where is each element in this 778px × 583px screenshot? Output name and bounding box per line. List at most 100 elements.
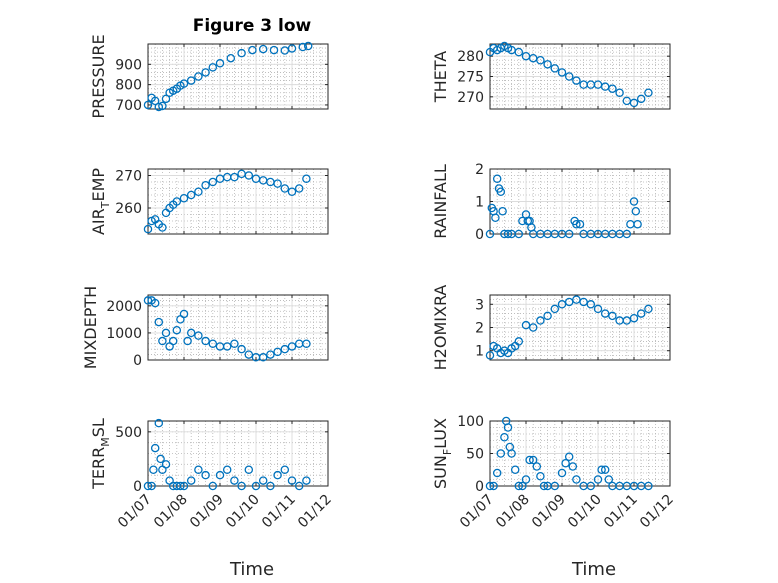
data-point	[550, 481, 560, 491]
y-tick-label: 0	[133, 479, 142, 495]
data-point	[179, 193, 189, 203]
data-point	[158, 223, 167, 232]
data-point	[303, 41, 313, 51]
x-tick-label: 01/10	[565, 492, 605, 532]
data-point	[154, 317, 164, 327]
data-point	[215, 470, 225, 480]
data-point	[222, 172, 232, 182]
data-point	[572, 295, 581, 304]
subplot-5: 0 1000 2000 MIXDEPTH	[81, 286, 329, 369]
figure-title: Figure 3 low	[193, 16, 312, 36]
data-point	[147, 481, 156, 491]
y-tick-label: 1000	[106, 326, 142, 342]
data-point	[557, 300, 567, 309]
data-point	[244, 350, 254, 359]
data-point	[294, 481, 304, 491]
data-point	[208, 481, 218, 491]
data-point	[644, 481, 653, 491]
data-point	[564, 297, 574, 307]
y-tick-label: 0	[475, 227, 484, 243]
data-point	[158, 336, 167, 346]
y-axis-label: AIRTEMP	[89, 168, 112, 235]
data-point	[258, 176, 268, 185]
data-point	[572, 475, 581, 484]
y-tick-label: 100	[457, 414, 484, 430]
y-tick-label: 800	[115, 78, 142, 94]
x-tick-label: 01/12	[295, 492, 335, 532]
data-point	[258, 44, 268, 54]
data-point	[521, 320, 531, 330]
data-point	[633, 219, 642, 229]
data-point	[194, 465, 203, 474]
data-point	[600, 309, 610, 318]
y-tick-label: 275	[457, 70, 484, 86]
data-point	[608, 311, 617, 321]
data-point	[161, 460, 171, 469]
data-point	[536, 316, 545, 325]
data-point	[244, 465, 254, 474]
data-point	[237, 481, 246, 491]
data-point	[150, 96, 160, 106]
data-point	[543, 311, 552, 321]
data-point	[550, 304, 560, 314]
x-tick-label: 01/11	[259, 492, 299, 532]
data-point	[176, 481, 185, 491]
subplot-6: 1 2 3 H2OMIXRA	[431, 285, 671, 371]
y-tick-label: 2	[475, 321, 484, 337]
data-point	[186, 190, 196, 200]
data-point	[510, 465, 520, 474]
y-axis-label: H2OMIXRA	[431, 285, 450, 371]
data-point	[302, 174, 311, 183]
data-point	[287, 187, 297, 196]
x-tick-label: 01/09	[529, 492, 569, 532]
data-point	[604, 475, 614, 484]
data-point	[143, 296, 153, 305]
data-point	[586, 80, 596, 89]
data-point	[161, 208, 171, 218]
y-tick-label: 900	[115, 57, 142, 73]
y-tick-label: 280	[457, 49, 484, 65]
data-point	[222, 342, 232, 351]
data-point	[557, 468, 567, 478]
data-point	[150, 298, 160, 308]
data-point	[201, 470, 210, 480]
data-point	[514, 337, 524, 346]
data-point	[485, 351, 495, 360]
data-point	[161, 328, 171, 338]
subplot-1: 700 800 900 PRESSURE	[89, 34, 329, 119]
data-point	[528, 323, 538, 332]
data-point	[572, 219, 581, 229]
data-point	[500, 432, 509, 442]
data-point	[258, 476, 268, 485]
y-axis-label: THETA	[431, 51, 450, 103]
data-point	[615, 88, 624, 98]
data-point	[597, 465, 606, 474]
data-point	[564, 229, 574, 239]
data-point	[201, 180, 210, 190]
data-point	[586, 300, 596, 309]
data-point	[194, 72, 203, 81]
data-point	[158, 101, 167, 111]
data-point	[143, 100, 153, 110]
data-point	[230, 476, 239, 485]
data-point	[179, 481, 189, 491]
data-point	[593, 475, 603, 484]
data-point	[575, 219, 585, 229]
data-point	[536, 471, 545, 481]
data-point	[636, 309, 646, 318]
data-point	[572, 76, 581, 85]
data-point	[557, 68, 567, 77]
data-point	[593, 304, 603, 314]
data-point	[273, 347, 282, 357]
y-tick-label: 0	[133, 353, 142, 369]
y-tick-label: 260	[115, 201, 142, 217]
y-tick-label: 1	[475, 195, 484, 211]
data-point	[631, 206, 641, 216]
data-point	[485, 229, 495, 239]
data-point	[172, 197, 182, 206]
subplot-4: 0 1 2 RAINFALL	[431, 162, 671, 243]
data-point	[528, 53, 538, 63]
